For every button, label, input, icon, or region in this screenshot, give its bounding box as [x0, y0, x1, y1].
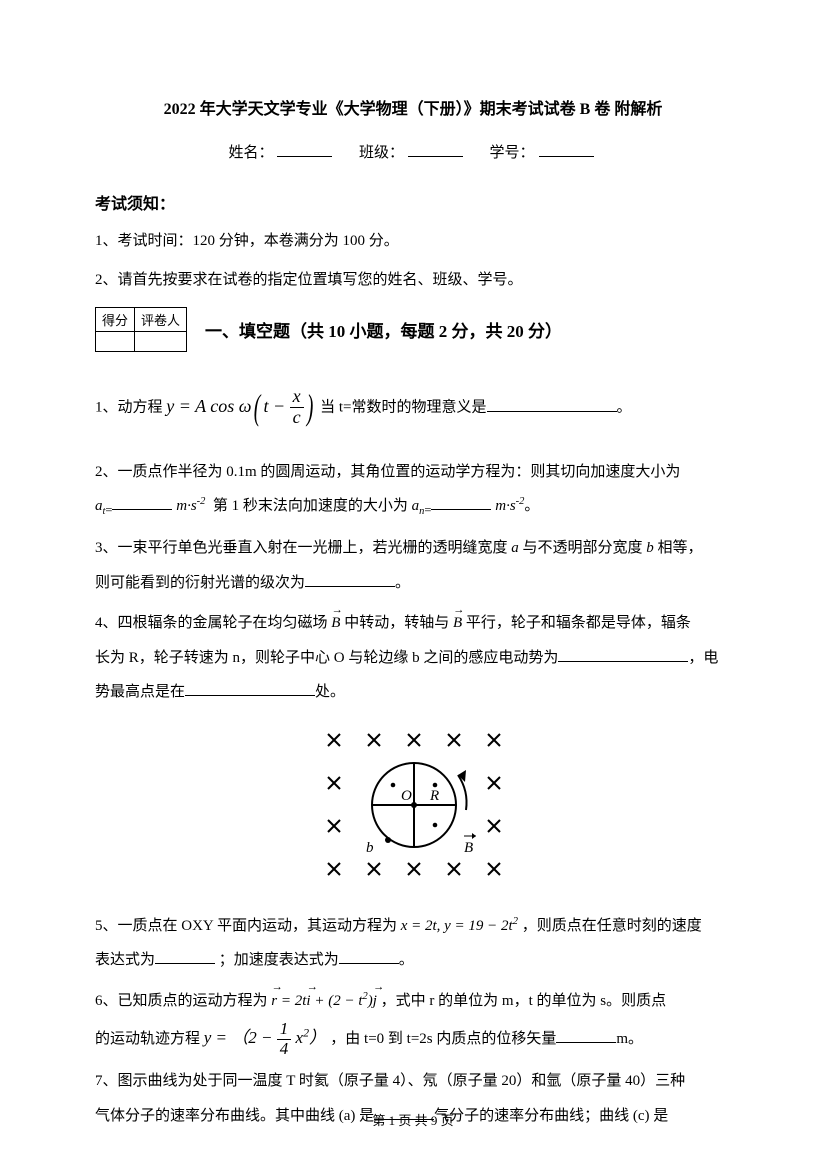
page-footer: 第 1 页 共 9 页 — [0, 1110, 826, 1129]
q2-at: at — [95, 498, 105, 514]
question-3: 3、一束平行单色光垂直入射在一光栅上，若光栅的透明缝宽度 a 与不透明部分宽度 … — [95, 531, 731, 600]
question-5: 5、一质点在 OXY 平面内运动，其运动方程为 x = 2t, y = 19 −… — [95, 909, 731, 978]
id-label: 学号： — [490, 145, 535, 161]
q4-diagram: O R b B — [95, 720, 731, 895]
q5-line2: 表达式为 — [95, 952, 155, 968]
q6-b: ，式中 r 的单位为 m，t 的单位为 s。则质点 — [381, 993, 666, 1009]
q3-line2: 则可能看到的衍射光谱的级次为 — [95, 575, 305, 591]
notice-header: 考试须知： — [95, 190, 731, 214]
q1-end: 。 — [617, 400, 632, 416]
q1-prefix: 1、动方程 — [95, 400, 163, 416]
score-box: 得分 评卷人 — [95, 307, 187, 352]
section-1-header-row: 得分 评卷人 一、填空题（共 10 小题，每题 2 分，共 20 分） — [95, 307, 731, 352]
q5-blank2 — [339, 963, 399, 964]
grader-cell — [135, 332, 187, 352]
score-label: 得分 — [96, 308, 135, 332]
q4-b: 中转动，转轴与 — [344, 615, 449, 631]
class-blank — [408, 156, 463, 157]
diagram-label-O: O — [401, 788, 412, 804]
q2-blank-at — [112, 509, 172, 510]
diagram-label-B: B — [464, 840, 473, 856]
q6-eq2: y = （2 − 14 x2） — [204, 1028, 331, 1047]
q4-B2: B — [453, 606, 462, 641]
q4-blank1 — [558, 661, 688, 662]
q6-line2a: 的运动轨迹方程 — [95, 1031, 200, 1047]
q4-a: 4、四根辐条的金属轮子在均匀磁场 — [95, 615, 328, 631]
page-title: 2022 年大学天文学专业《大学物理（下册）》期末考试试卷 B 卷 附解析 — [95, 95, 731, 119]
q2-mid: 第 1 秒末法向加速度的大小为 — [213, 498, 408, 514]
id-blank — [539, 156, 594, 157]
notice-item: 2、请首先按要求在试卷的指定位置填写您的姓名、班级、学号。 — [95, 263, 731, 298]
notice-item: 1、考试时间：120 分钟，本卷满分为 100 分。 — [95, 224, 731, 259]
q1-suffix: 当 t=常数时的物理意义是 — [320, 400, 486, 416]
diagram-label-b: b — [366, 840, 374, 856]
q2-an: an — [412, 498, 425, 514]
diagram-label-R: R — [429, 788, 439, 804]
q4-line3: 势最高点是在 — [95, 684, 185, 700]
question-6: 6、已知质点的运动方程为 r = 2ti + (2 − t2)j ，式中 r 的… — [95, 984, 731, 1059]
q3-a: 3、一束平行单色光垂直入射在一光栅上，若光栅的透明缝宽度 — [95, 540, 508, 556]
score-cell — [96, 332, 135, 352]
q3-c: 相等， — [658, 540, 703, 556]
q5-b: ，则质点在任意时刻的速度 — [522, 918, 702, 934]
q3-var-a: a — [511, 540, 519, 556]
q6-a: 6、已知质点的运动方程为 — [95, 993, 268, 1009]
q6-blank — [556, 1042, 616, 1043]
question-1: 1、动方程 y = A cos ω(t − xc) 当 t=常数时的物理意义是 。 — [95, 366, 731, 449]
q6-eq: r = 2ti + (2 − t2)j — [271, 993, 377, 1009]
name-label: 姓名： — [228, 145, 273, 161]
q2-blank-an — [431, 509, 491, 510]
q6-line2b: ，由 t=0 到 t=2s 内质点的位移矢量 — [330, 1031, 556, 1047]
wheel-in-field-diagram: O R b B — [308, 720, 518, 890]
class-label: 班级： — [359, 145, 404, 161]
q4-B1: B — [331, 606, 340, 641]
q1-blank — [487, 411, 617, 412]
q5-a: 5、一质点在 OXY 平面内运动，其运动方程为 — [95, 918, 397, 934]
section-1-title: 一、填空题（共 10 小题，每题 2 分，共 20 分） — [205, 317, 562, 342]
q2-line1: 2、一质点作半径为 0.1m 的圆周运动，其角位置的运动学方程为：则其切向加速度… — [95, 464, 680, 480]
q3-blank — [305, 586, 395, 587]
q5-eq: x = 2t, y = 19 − 2t2 — [401, 918, 518, 934]
q5-blank1 — [155, 963, 215, 964]
question-4: 4、四根辐条的金属轮子在均匀磁场 B 中转动，转轴与 B 平行，轮子和辐条都是导… — [95, 606, 731, 710]
q3-b: 与不透明部分宽度 — [523, 540, 643, 556]
q3-var-b: b — [646, 540, 654, 556]
q5-mid: ；加速度表达式为 — [219, 952, 339, 968]
q7-a: 7、图示曲线为处于同一温度 T 时氦（原子量 4）、氖（原子量 20）和氩（原子… — [95, 1073, 685, 1089]
grader-label: 评卷人 — [135, 308, 187, 332]
q4-blank2 — [185, 695, 315, 696]
q4-c: 平行，轮子和辐条都是导体，辐条 — [466, 615, 691, 631]
name-blank — [277, 156, 332, 157]
question-2: 2、一质点作半径为 0.1m 的圆周运动，其角位置的运动学方程为：则其切向加速度… — [95, 455, 731, 525]
student-info-line: 姓名： 班级： 学号： — [95, 141, 731, 162]
q1-formula: y = A cos ω(t − xc) — [166, 396, 320, 416]
q4-line2: 长为 R，轮子转速为 n，则轮子中心 O 与轮边缘 b 之间的感应电动势为 — [95, 650, 558, 666]
